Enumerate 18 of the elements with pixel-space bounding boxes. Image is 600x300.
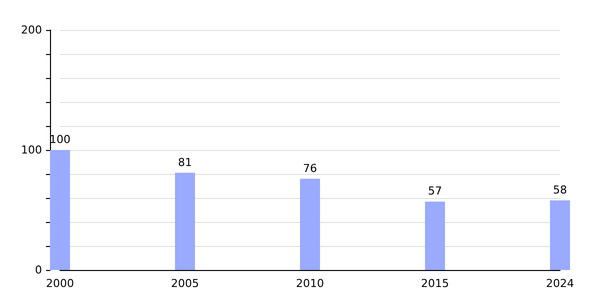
y-tick-label: 0 <box>35 264 42 276</box>
data-label: 100 <box>50 133 70 146</box>
data-label: 76 <box>303 162 317 175</box>
x-tick-label: 2000 <box>46 277 74 290</box>
y-tick-label: 200 <box>21 24 42 36</box>
x-tick-label: 2024 <box>546 277 574 290</box>
x-tick-label: 2015 <box>421 277 449 290</box>
bar <box>50 150 70 270</box>
bar <box>550 200 570 270</box>
y-tick-label: 100 <box>21 144 42 156</box>
bar <box>425 202 445 270</box>
bar <box>300 178 320 270</box>
data-label: 81 <box>178 156 192 169</box>
data-label: 57 <box>428 184 442 198</box>
data-label: 58 <box>553 183 567 196</box>
x-tick-label: 2010 <box>296 277 324 290</box>
x-tick-label: 2005 <box>171 277 199 290</box>
bar <box>175 172 195 270</box>
